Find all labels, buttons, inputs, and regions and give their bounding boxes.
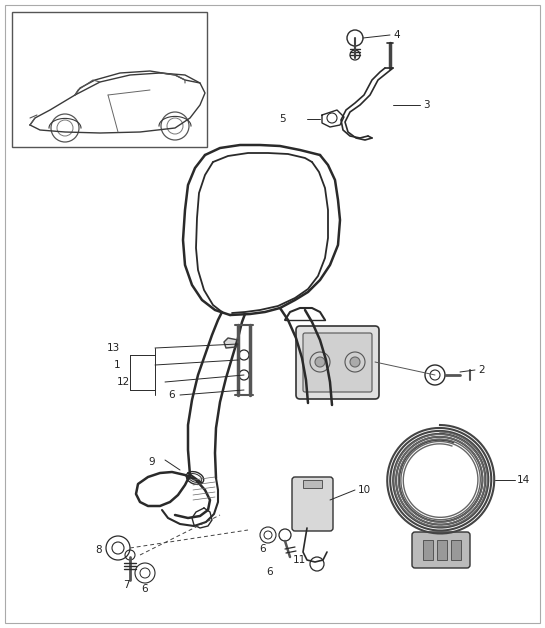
FancyBboxPatch shape (412, 532, 470, 568)
Text: 12: 12 (117, 377, 130, 387)
FancyBboxPatch shape (296, 326, 379, 399)
Text: 11: 11 (293, 555, 306, 565)
Text: 9: 9 (148, 457, 155, 467)
Text: 8: 8 (95, 545, 102, 555)
FancyBboxPatch shape (303, 333, 372, 392)
Polygon shape (224, 338, 238, 348)
Text: 5: 5 (280, 114, 286, 124)
Text: 7: 7 (123, 580, 129, 590)
Text: 14: 14 (517, 475, 530, 485)
Bar (303, 480, 322, 488)
Text: 2: 2 (478, 365, 485, 375)
Text: 13: 13 (107, 343, 120, 353)
Circle shape (315, 357, 325, 367)
Circle shape (350, 357, 360, 367)
Text: 3: 3 (423, 100, 429, 110)
FancyBboxPatch shape (292, 477, 333, 531)
Bar (12, 12, 207, 147)
Text: 10: 10 (358, 485, 371, 495)
Text: 4: 4 (393, 30, 399, 40)
Text: 6: 6 (142, 584, 148, 594)
Bar (451, 540, 461, 560)
Bar (437, 540, 447, 560)
Text: 6: 6 (168, 390, 175, 400)
Text: 6: 6 (267, 567, 273, 577)
Bar (423, 540, 433, 560)
Text: 6: 6 (259, 544, 267, 554)
Text: 1: 1 (113, 360, 120, 370)
